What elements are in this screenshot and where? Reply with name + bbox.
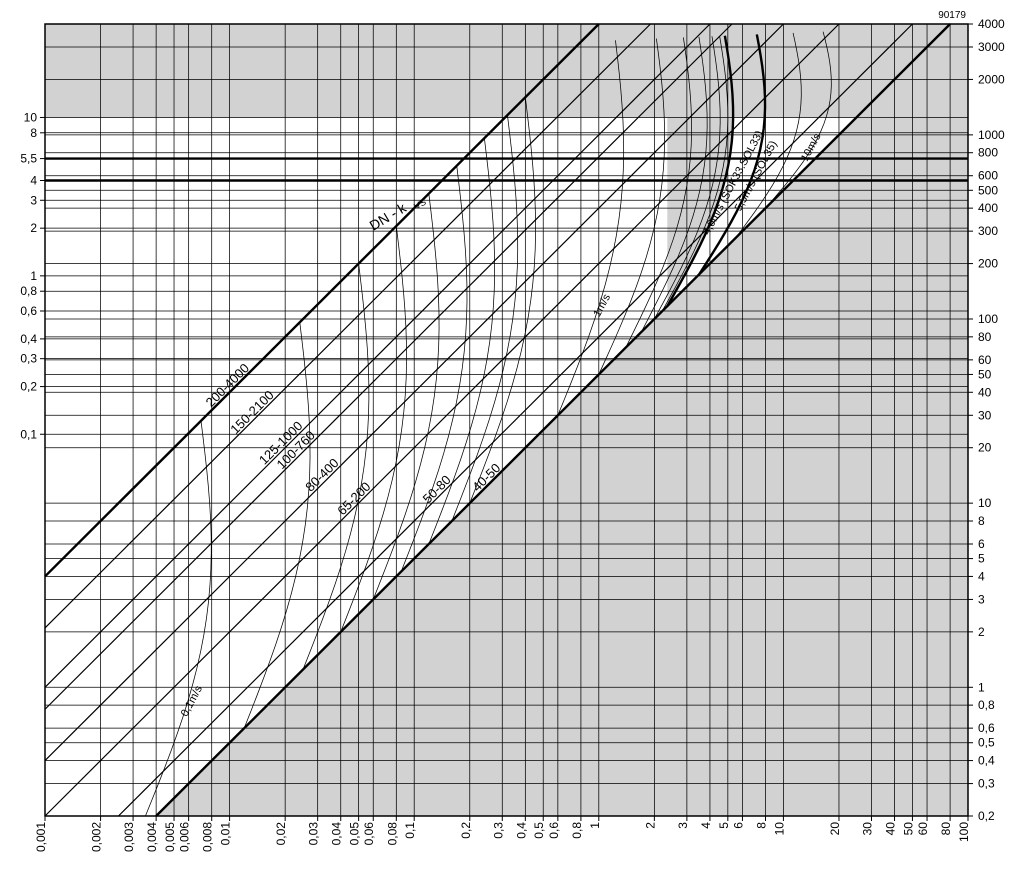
y-right-tick-label: 4000 [978,17,1005,31]
y-right-tick-label: 5 [978,552,985,566]
y-right-tick-label: 400 [978,201,998,215]
y-right-tick-label: 40 [978,385,992,399]
y-right-tick-label: 1000 [978,128,1005,142]
y-right-tick-label: 200 [978,257,998,271]
x-tick-label: 0,04 [330,822,344,846]
y-right-tick-label: 800 [978,146,998,160]
x-tick-label: 0,2 [459,822,473,839]
x-tick-label: 4 [699,822,713,829]
y-right-tick-label: 600 [978,169,998,183]
x-tick-label: 0,03 [307,822,321,846]
x-tick-label: 0,006 [178,822,192,852]
y-left-tick-label: 3 [30,193,37,207]
y-right-tick-label: 20 [978,441,992,455]
y-left-tick-label: 10 [24,110,38,124]
x-tick-label: 0,3 [491,822,505,839]
y-right-tick-label: 4 [978,569,985,583]
y-right-tick-label: 100 [978,312,998,326]
x-tick-label: 10 [772,822,786,836]
x-tick-label: 0,06 [362,822,376,846]
y-left-tick-label: 0,2 [20,380,37,394]
y-right-tick-label: 300 [978,224,998,238]
x-tick-label: 0,001 [34,822,48,852]
y-right-tick-label: 10 [978,496,992,510]
y-right-ticks: 0,2 0,3 0,4 0,50,6 0,8 1 2 3 4 56 8 10 20 30 40 5060 80 1… [968,17,1005,823]
x-tick-label: 0,05 [348,822,362,846]
x-tick-label: 0,4 [514,822,528,839]
y-left-tick-label: 2 [30,221,37,235]
x-tick-label: 1 [588,822,602,829]
y-right-tick-label: 30 [978,408,992,422]
x-tick-label: 30 [860,822,874,836]
x-tick-label: 0,004 [145,822,159,852]
x-tick-label: 2 [643,822,657,829]
y-right-tick-label: 0,8 [978,698,995,712]
y-right-tick-label: 0,6 [978,721,995,735]
y-right-tick-label: 2 [978,625,985,639]
y-right-tick-label: 2000 [978,72,1005,86]
y-right-tick-label: 1 [978,680,985,694]
x-tick-label: 6 [731,822,745,829]
x-tick-label: 0,6 [547,822,561,839]
y-left-tick-label: 0,1 [20,427,37,441]
y-left-tick-label: 0,8 [20,284,37,298]
y-left-ticks: 0,1 0,2 0,3 0,4 0,6 0,81 2 3 4 5,5 8 10 [20,110,45,441]
y-right-tick-label: 60 [978,353,992,367]
y-left-tick-label: 0,4 [20,332,37,346]
x-tick-label: 0,005 [163,822,177,852]
y-left-tick-label: 4 [30,173,37,187]
x-tick-label: 100 [957,822,971,842]
y-right-tick-label: 3000 [978,40,1005,54]
figure-id: 90179 [938,10,966,21]
y-left-tick-label: 5,5 [20,152,37,166]
y-right-tick-label: 3 [978,592,985,606]
x-tick-label: 5 [717,822,731,829]
x-tick-label: 3 [676,822,690,829]
y-right-tick-label: 500 [978,183,998,197]
y-right-tick-label: 0,3 [978,777,995,791]
y-left-tick-label: 0,6 [20,304,37,318]
x-tick-label: 0,8 [570,822,584,839]
x-tick-label: 20 [828,822,842,836]
y-left-tick-label: 8 [30,126,37,140]
y-right-tick-label: 0,2 [978,809,995,823]
x-tick-label: 0,003 [122,822,136,852]
y-right-tick-label: 50 [978,367,992,381]
x-tick-label: 0,008 [201,822,215,852]
x-tick-label: 0,02 [274,822,288,846]
y-left-tick-label: 1 [30,269,37,283]
x-tick-label: 60 [916,822,930,836]
x-axis-ticks: 0,001 0,002 0,003 0,004 0,0050,006 0,008 0,01 0… [34,816,971,852]
y-right-tick-label: 0,5 [978,736,995,750]
x-tick-label: 0,08 [385,822,399,846]
x-tick-label: 0,5 [532,822,546,839]
y-right-tick-label: 8 [978,514,985,528]
x-tick-label: 0,002 [90,822,104,852]
x-tick-label: 0,1 [403,822,417,839]
x-tick-label: 80 [939,822,953,836]
x-tick-label: 0,01 [219,822,233,846]
x-tick-label: 50 [901,822,915,836]
y-left-tick-label: 0,3 [20,352,37,366]
x-tick-label: 8 [755,822,769,829]
y-right-tick-label: 0,4 [978,754,995,768]
y-right-tick-label: 80 [978,330,992,344]
nomogram-chart: 200-4000150-2100125-1000100-76080-40065-… [0,0,1024,872]
y-right-tick-label: 6 [978,537,985,551]
x-tick-label: 40 [884,822,898,836]
